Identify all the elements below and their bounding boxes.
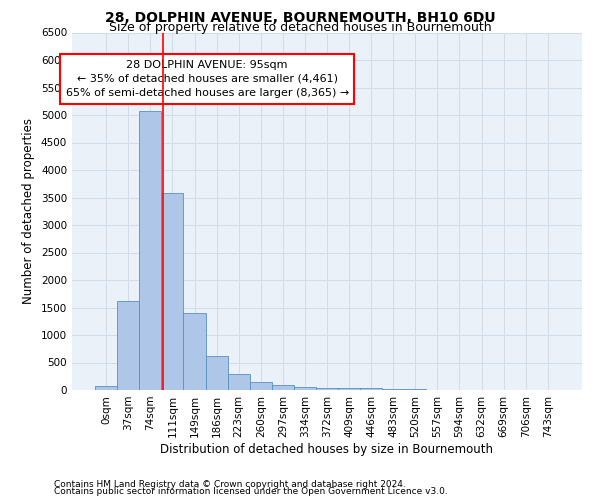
Bar <box>382 389 404 390</box>
Bar <box>161 194 184 390</box>
Bar <box>206 356 227 390</box>
Text: Contains public sector information licensed under the Open Government Licence v3: Contains public sector information licen… <box>54 487 448 496</box>
Bar <box>338 388 360 390</box>
Text: 28 DOLPHIN AVENUE: 95sqm
← 35% of detached houses are smaller (4,461)
65% of sem: 28 DOLPHIN AVENUE: 95sqm ← 35% of detach… <box>65 60 349 98</box>
Text: Contains HM Land Registry data © Crown copyright and database right 2024.: Contains HM Land Registry data © Crown c… <box>54 480 406 489</box>
Text: Size of property relative to detached houses in Bournemouth: Size of property relative to detached ho… <box>109 22 491 35</box>
Bar <box>184 313 206 390</box>
Bar <box>272 385 294 390</box>
Bar <box>139 111 161 390</box>
Bar <box>117 300 139 390</box>
Y-axis label: Number of detached properties: Number of detached properties <box>22 118 35 304</box>
Bar <box>227 374 250 390</box>
Bar <box>95 386 117 390</box>
Bar <box>360 388 382 390</box>
Bar <box>316 388 338 390</box>
Text: 28, DOLPHIN AVENUE, BOURNEMOUTH, BH10 6DU: 28, DOLPHIN AVENUE, BOURNEMOUTH, BH10 6D… <box>104 12 496 26</box>
Bar <box>294 387 316 390</box>
X-axis label: Distribution of detached houses by size in Bournemouth: Distribution of detached houses by size … <box>161 442 493 456</box>
Bar <box>250 382 272 390</box>
